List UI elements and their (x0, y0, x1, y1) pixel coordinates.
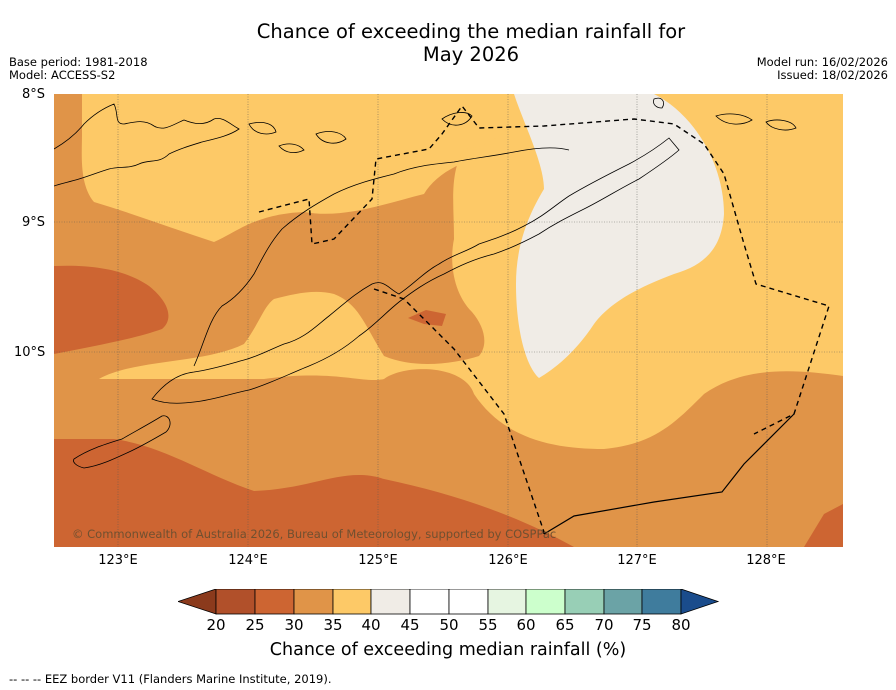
colorbar-40-45 (370, 589, 411, 615)
colorbar-tick-75: 75 (632, 616, 652, 634)
model-text: Model: ACCESS-S2 (9, 68, 116, 82)
colorbar-tick-30: 30 (284, 616, 304, 634)
colorbar-tick-55: 55 (478, 616, 498, 634)
rainfall-map: © Commonwealth of Australia 2026, Bureau… (54, 94, 843, 547)
colorbar-tick-80: 80 (671, 616, 691, 634)
title-line-1: Chance of exceeding the median rainfall … (256, 20, 686, 43)
colorbar-60-65 (525, 589, 566, 615)
colorbar-35-40 (332, 589, 372, 615)
region-25-30-west (54, 265, 169, 354)
colorbar-tick-65: 65 (555, 616, 575, 634)
copyright-text: © Commonwealth of Australia 2026, Bureau… (72, 527, 556, 541)
region-40-45 (514, 94, 724, 378)
colorbar-tick-60: 60 (516, 616, 536, 634)
colorbar-tick-20: 20 (206, 616, 226, 634)
lon-label-126e: 126°E (488, 553, 528, 568)
eez-border-solid (543, 413, 795, 535)
timor-coastline (151, 137, 680, 404)
timor-north-coastline (193, 147, 570, 367)
lon-label-128e: 128°E (746, 553, 786, 568)
region-35-40-northwest (81, 94, 525, 242)
rote-coastline (73, 415, 171, 469)
island-small-4 (653, 97, 664, 109)
colorbar-50-55 (448, 589, 489, 615)
colorbar-75-80 (641, 589, 682, 615)
colorbar-70-75 (603, 589, 643, 615)
colorbar-65-70 (564, 589, 605, 615)
colorbar-tick-40: 40 (361, 616, 381, 634)
title-line-2: May 2026 (422, 43, 520, 66)
colorbar (178, 589, 720, 615)
colorbar-tick-45: 45 (400, 616, 420, 634)
colorbar-tick-70: 70 (594, 616, 614, 634)
colorbar-25-30 (254, 589, 295, 615)
colorbar-55-60 (487, 589, 527, 615)
island-small-1 (278, 143, 305, 154)
island-small-5 (715, 113, 753, 125)
colorbar-tick-25: 25 (245, 616, 265, 634)
lon-label-127e: 127°E (617, 553, 657, 568)
lat-label-9s: 9°S (22, 215, 46, 230)
lon-label-123e: 123°E (98, 553, 138, 568)
lat-label-10s: 10°S (14, 345, 46, 360)
lon-label-124e: 124°E (228, 553, 268, 568)
island-small-2 (315, 131, 347, 144)
metadata-right: Model run: 16/02/2026 Issued: 18/02/2026 (757, 56, 888, 82)
metadata-left: Base period: 1981-2018 Model: ACCESS-S2 (9, 56, 148, 82)
lat-label-8s: 8°S (22, 87, 46, 102)
colorbar-below-20 (178, 589, 217, 615)
base-period-text: Base period: 1981-2018 (9, 55, 148, 69)
colorbar-20-25 (215, 589, 256, 615)
region-25-30-small (408, 310, 446, 326)
region-25-30-south (54, 439, 574, 547)
island-small-6 (765, 119, 797, 131)
colorbar-tick-50: 50 (439, 616, 459, 634)
island-wetar (441, 112, 473, 126)
eez-border-dashed (258, 104, 830, 534)
footnote: -- -- -- EEZ border V11 (Flanders Marine… (9, 672, 332, 686)
model-run-text: Model run: 16/02/2026 (756, 55, 888, 69)
colorbar-label: Chance of exceeding median rainfall (%) (269, 640, 627, 660)
colorbar-tick-35: 35 (323, 616, 343, 634)
issued-text: Issued: 18/02/2026 (777, 68, 888, 82)
colorbar-45-50 (409, 589, 450, 615)
region-25-30-southeast (804, 504, 843, 547)
north-islands-coastline (54, 103, 240, 187)
colorbar-30-35 (293, 589, 334, 615)
island-small-3 (248, 122, 277, 135)
lon-label-125e: 125°E (358, 553, 398, 568)
colorbar-above-80 (680, 589, 720, 615)
chart-title: Chance of exceeding the median rainfall … (0, 20, 896, 66)
